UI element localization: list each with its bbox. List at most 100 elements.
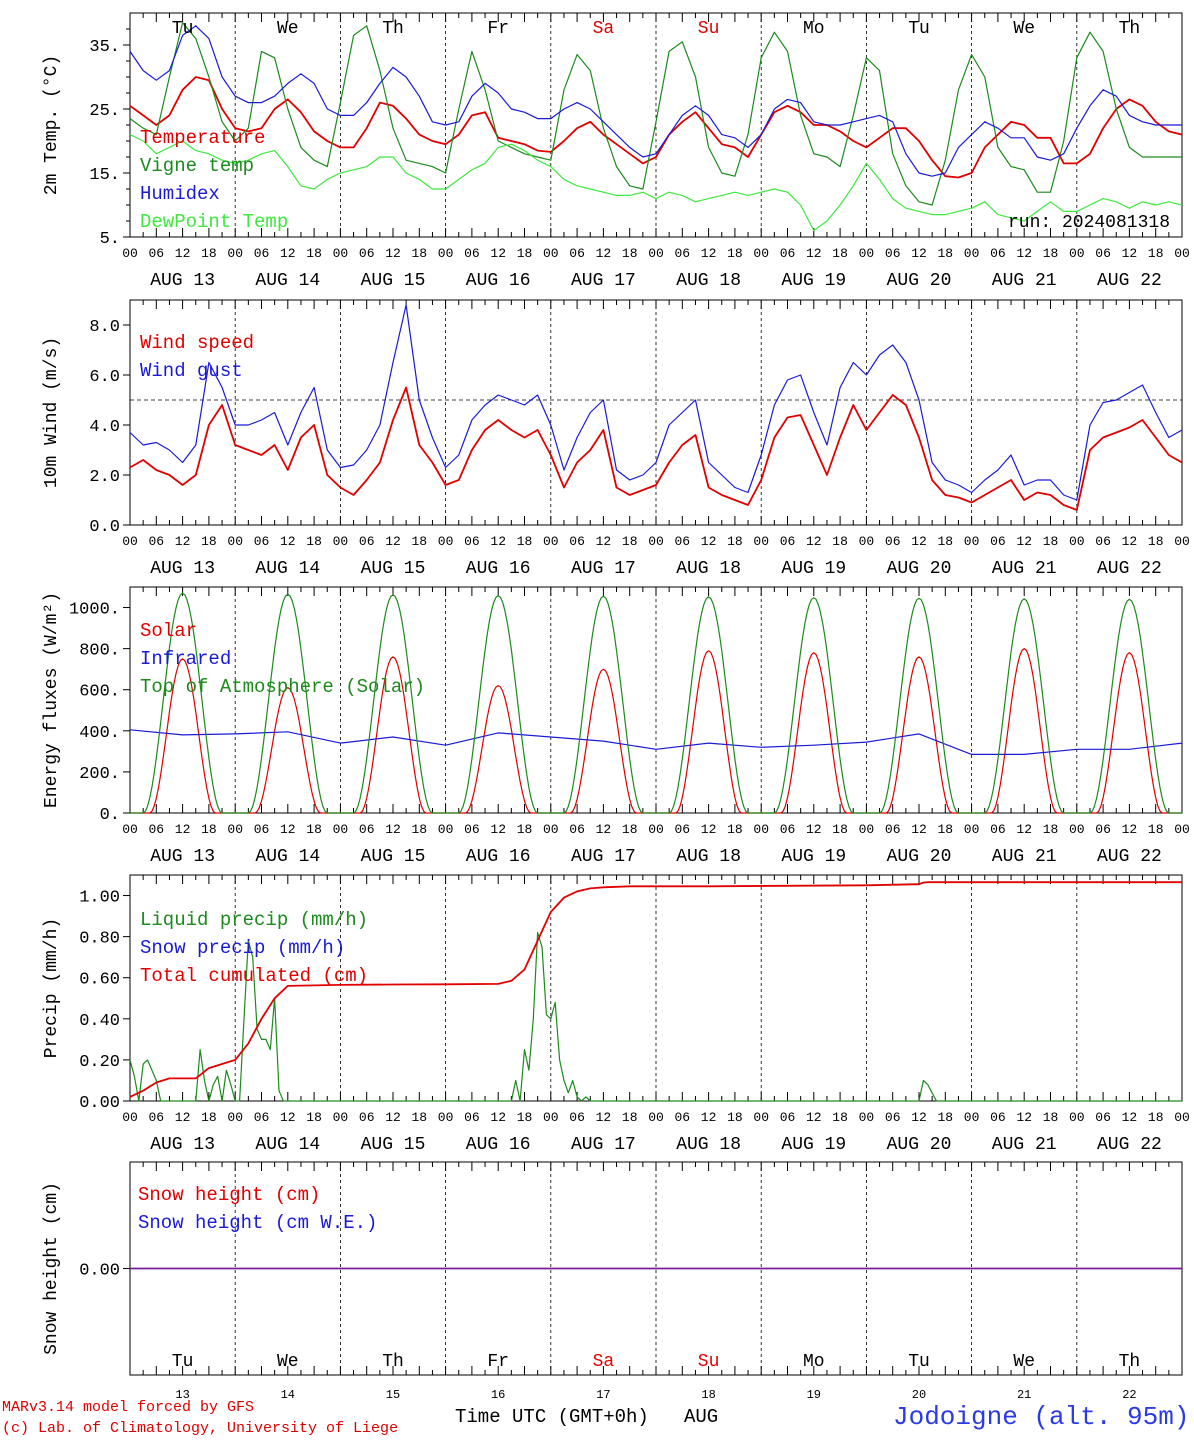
y-tick-label: 0.00	[79, 1262, 120, 1281]
x-date-label: AUG 18	[676, 559, 741, 579]
x-hour-label: 00	[753, 822, 769, 837]
x-hour-label: 00	[122, 822, 138, 837]
x-hour-label: 18	[1043, 822, 1059, 837]
legend-entry: Liquid precip (mm/h)	[140, 909, 368, 931]
x-date-label: AUG 18	[676, 1135, 741, 1155]
x-hour-label: 00	[1174, 246, 1190, 261]
x-hour-label: 00	[753, 246, 769, 261]
y-tick-label: 35.	[89, 38, 120, 57]
weekday-label: Tu	[908, 19, 930, 39]
legend-entry: Top of Atmosphere (Solar)	[140, 676, 425, 698]
weekday-label: Sa	[593, 19, 615, 39]
legend-entry: Wind gust	[140, 360, 243, 382]
x-hour-label: 06	[885, 534, 901, 549]
x-hour-label: 00	[859, 822, 875, 837]
x-hour-label: 06	[148, 822, 164, 837]
weekday-label: Th	[1119, 19, 1141, 39]
x-hour-label: 00	[543, 822, 559, 837]
x-date-label: AUG 14	[255, 1135, 320, 1155]
legend-entry: Infrared	[140, 648, 231, 670]
y-axis-label: Energy fluxes (W/m²)	[42, 592, 62, 808]
x-hour-label: 00	[1174, 822, 1190, 837]
x-hour-label: 12	[1122, 534, 1138, 549]
y-tick-label: 0.60	[79, 971, 120, 990]
x-hour-label: 06	[674, 822, 690, 837]
y-tick-label: 1000.	[69, 601, 120, 620]
x-hour-label: 18	[622, 822, 638, 837]
y-tick-label: 0.80	[79, 930, 120, 949]
y-tick-label: 0.40	[79, 1012, 120, 1031]
x-hour-label: 00	[543, 1110, 559, 1125]
weekday-label: Sa	[593, 1352, 615, 1372]
legend-entry: Temperature	[140, 127, 265, 149]
x-date-label: AUG 19	[781, 271, 846, 291]
legend-entry: Humidex	[140, 183, 220, 205]
x-hour-label: 12	[596, 246, 612, 261]
x-date-label: AUG 17	[571, 559, 636, 579]
x-hour-label: 12	[1016, 534, 1032, 549]
day-number-label: 20	[912, 1388, 926, 1402]
x-hour-label: 18	[937, 1110, 953, 1125]
x-hour-label: 12	[806, 246, 822, 261]
x-hour-label: 12	[911, 1110, 927, 1125]
series-line	[129, 76, 1183, 179]
x-hour-label: 12	[280, 534, 296, 549]
x-date-label: AUG 18	[676, 271, 741, 291]
weekday-label: Fr	[487, 1352, 509, 1372]
x-date-label: AUG 22	[1097, 271, 1162, 291]
x-date-label: AUG 21	[992, 559, 1057, 579]
x-hour-label: 00	[753, 534, 769, 549]
x-hour-label: 12	[911, 534, 927, 549]
weekday-label: Su	[698, 19, 720, 39]
weekday-label: Th	[382, 1352, 404, 1372]
x-hour-label: 18	[201, 534, 217, 549]
x-hour-label: 12	[701, 1110, 717, 1125]
x-hour-label: 12	[1122, 1110, 1138, 1125]
x-hour-label: 12	[175, 1110, 191, 1125]
x-hour-label: 00	[859, 534, 875, 549]
x-date-label: AUG 13	[150, 559, 215, 579]
x-hour-label: 18	[201, 822, 217, 837]
x-hour-label: 06	[569, 534, 585, 549]
y-tick-label: 6.0	[89, 368, 120, 387]
x-hour-label: 18	[1148, 246, 1164, 261]
legend-entry: Snow height (cm W.E.)	[138, 1212, 377, 1234]
x-hour-label: 00	[964, 246, 980, 261]
x-hour-label: 00	[1174, 534, 1190, 549]
day-number-label: 16	[491, 1388, 505, 1402]
x-hour-label: 06	[780, 822, 796, 837]
x-hour-label: 06	[780, 246, 796, 261]
x-date-label: AUG 20	[887, 847, 952, 867]
x-date-label: AUG 21	[992, 271, 1057, 291]
x-date-label: AUG 14	[255, 847, 320, 867]
x-hour-label: 12	[806, 822, 822, 837]
x-hour-label: 18	[201, 1110, 217, 1125]
x-date-label: AUG 13	[150, 1135, 215, 1155]
legend-entry: Wind speed	[140, 332, 254, 354]
x-hour-label: 00	[333, 822, 349, 837]
x-hour-label: 18	[1148, 534, 1164, 549]
x-date-label: AUG 15	[361, 847, 426, 867]
x-hour-label: 18	[727, 1110, 743, 1125]
x-hour-label: 00	[964, 822, 980, 837]
x-hour-label: 06	[254, 534, 270, 549]
x-date-label: AUG 22	[1097, 559, 1162, 579]
x-hour-label: 12	[596, 822, 612, 837]
y-axis-label: Precip (mm/h)	[42, 918, 62, 1058]
x-date-label: AUG 17	[571, 847, 636, 867]
x-hour-label: 18	[411, 1110, 427, 1125]
x-hour-label: 18	[727, 534, 743, 549]
y-axis-label: 10m Wind (m/s)	[42, 337, 62, 488]
x-hour-label: 06	[1095, 246, 1111, 261]
x-date-label: AUG 15	[361, 1135, 426, 1155]
x-hour-label: 18	[1043, 534, 1059, 549]
x-hour-label: 12	[701, 534, 717, 549]
x-hour-label: 06	[148, 1110, 164, 1125]
x-hour-label: 06	[569, 246, 585, 261]
x-date-label: AUG 13	[150, 271, 215, 291]
series-line	[129, 386, 1183, 511]
legend-entry: Solar	[140, 620, 197, 642]
x-hour-label: 00	[122, 246, 138, 261]
x-hour-label: 12	[701, 822, 717, 837]
x-hour-label: 06	[1095, 1110, 1111, 1125]
